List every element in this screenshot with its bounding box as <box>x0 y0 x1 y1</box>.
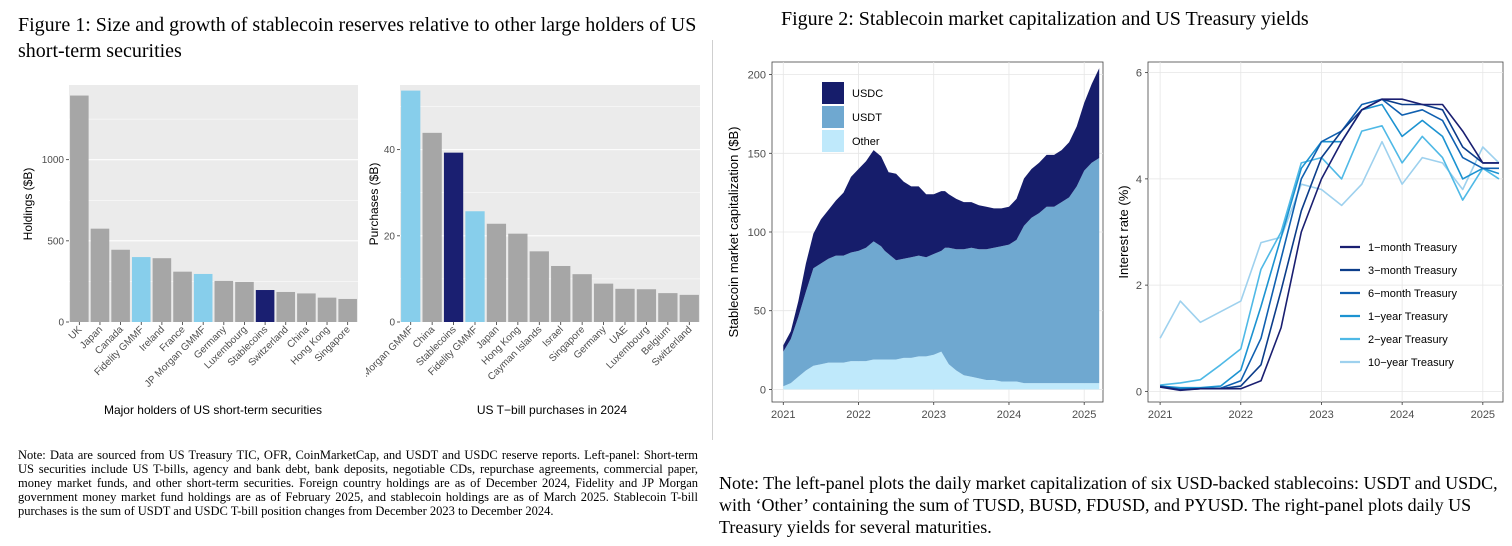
bar <box>111 249 130 322</box>
x-axis-label: US T−bill purchases in 2024 <box>477 403 628 417</box>
x-tick-label: 2021 <box>1148 409 1172 421</box>
bar <box>70 95 89 323</box>
legend-label: Other <box>852 136 880 148</box>
plot-panel <box>1147 61 1504 403</box>
bar <box>593 283 614 322</box>
series-line <box>1159 140 1500 339</box>
bar <box>636 289 657 322</box>
bar <box>401 90 421 322</box>
y-tick-label: 150 <box>748 148 766 160</box>
y-tick-label: 500 <box>47 236 64 247</box>
bar <box>90 228 110 322</box>
x-tick-label: 2022 <box>846 409 870 421</box>
figure-divider <box>712 40 713 440</box>
figure2-title: Figure 2: Stablecoin market capitalizati… <box>781 8 1309 30</box>
bar <box>214 280 234 322</box>
legend-label: 10−year Treasury <box>1368 357 1454 369</box>
x-tick-label: JP Morgan GMMF <box>366 324 416 389</box>
area-other <box>783 351 1100 390</box>
legend-label: 6−month Treasury <box>1368 288 1457 300</box>
bar <box>615 288 635 322</box>
treasury-yield-chart: 0 2 4 6 2021 2022 2023 2024 2025 1−month Treasu… <box>1116 61 1504 421</box>
legend-label: 2−year Treasury <box>1368 334 1448 346</box>
x-tick-label: 2024 <box>1390 409 1414 421</box>
bar <box>152 258 172 322</box>
y-axis-label: Holdings ($B) <box>21 168 35 241</box>
bar <box>235 281 254 322</box>
legend-label: USDC <box>852 88 883 100</box>
bar <box>317 297 337 322</box>
y-tick-label: 4 <box>1136 174 1142 186</box>
y-tick-label: 0 <box>760 384 766 396</box>
legend-swatch <box>822 106 844 128</box>
stablecoin-area-chart: 0 50 100 150 200 2021 2022 2023 2024 2025 USDC US… <box>726 61 1104 421</box>
bar <box>529 251 549 322</box>
area-usdt <box>783 158 1100 387</box>
y-tick-label: 1000 <box>42 155 65 166</box>
figure2-note: Note: The left-panel plots the daily mar… <box>719 473 1498 537</box>
bar <box>572 274 592 322</box>
bar <box>658 293 678 322</box>
y-tick-label: 200 <box>748 70 766 82</box>
y-tick-label: 50 <box>754 306 766 318</box>
bar <box>422 132 442 322</box>
legend-swatch <box>822 82 844 104</box>
legend-label: USDT <box>852 112 882 124</box>
bar <box>465 211 485 322</box>
legend-swatch <box>822 130 844 152</box>
bar <box>255 290 275 322</box>
y-axis-label: Purchases ($B) <box>367 163 381 246</box>
bar <box>173 271 192 322</box>
y-tick-label: 0 <box>58 318 64 329</box>
y-axis-label: Stablecoin market capitalization ($B) <box>726 127 741 338</box>
bar <box>679 294 699 322</box>
series-line <box>1159 98 1499 392</box>
series-line <box>1160 103 1500 389</box>
x-tick-label: 2022 <box>1229 409 1253 421</box>
series-line <box>1160 125 1500 386</box>
y-tick-label: 2 <box>1136 280 1142 292</box>
x-tick-label: 2025 <box>1471 409 1495 421</box>
bar <box>508 233 528 322</box>
bar <box>338 298 357 322</box>
y-tick-label: 6 <box>1136 68 1142 80</box>
legend-label: 1−month Treasury <box>1368 242 1457 254</box>
bar <box>486 223 507 322</box>
x-tick-label: 2025 <box>1072 409 1096 421</box>
bar <box>297 293 316 322</box>
y-tick-label: 20 <box>384 231 396 242</box>
legend-label: 3−month Treasury <box>1368 265 1457 277</box>
x-tick-label: 2024 <box>997 409 1021 421</box>
x-tick-label: 2023 <box>1309 409 1333 421</box>
y-tick-label: 40 <box>384 145 396 156</box>
y-tick-label: 0 <box>389 318 395 329</box>
area-usdc <box>783 68 1100 352</box>
figure1-title: Figure 1: Size and growth of stablecoin … <box>18 14 697 62</box>
x-axis-label: Major holders of US short-term securitie… <box>104 403 322 417</box>
x-tick-label: 2023 <box>921 409 945 421</box>
figure1-note: Note: Data are sourced from US Treasury … <box>18 448 698 518</box>
bar <box>551 265 571 322</box>
y-axis-label: Interest rate (%) <box>1116 185 1131 278</box>
bar <box>131 257 151 322</box>
legend-label: 1−year Treasury <box>1368 311 1448 323</box>
bar <box>193 273 213 322</box>
bar <box>443 152 464 322</box>
y-tick-label: 100 <box>748 227 766 239</box>
x-tick-label: 2021 <box>771 409 795 421</box>
y-tick-label: 0 <box>1136 386 1142 398</box>
bar <box>276 291 296 322</box>
